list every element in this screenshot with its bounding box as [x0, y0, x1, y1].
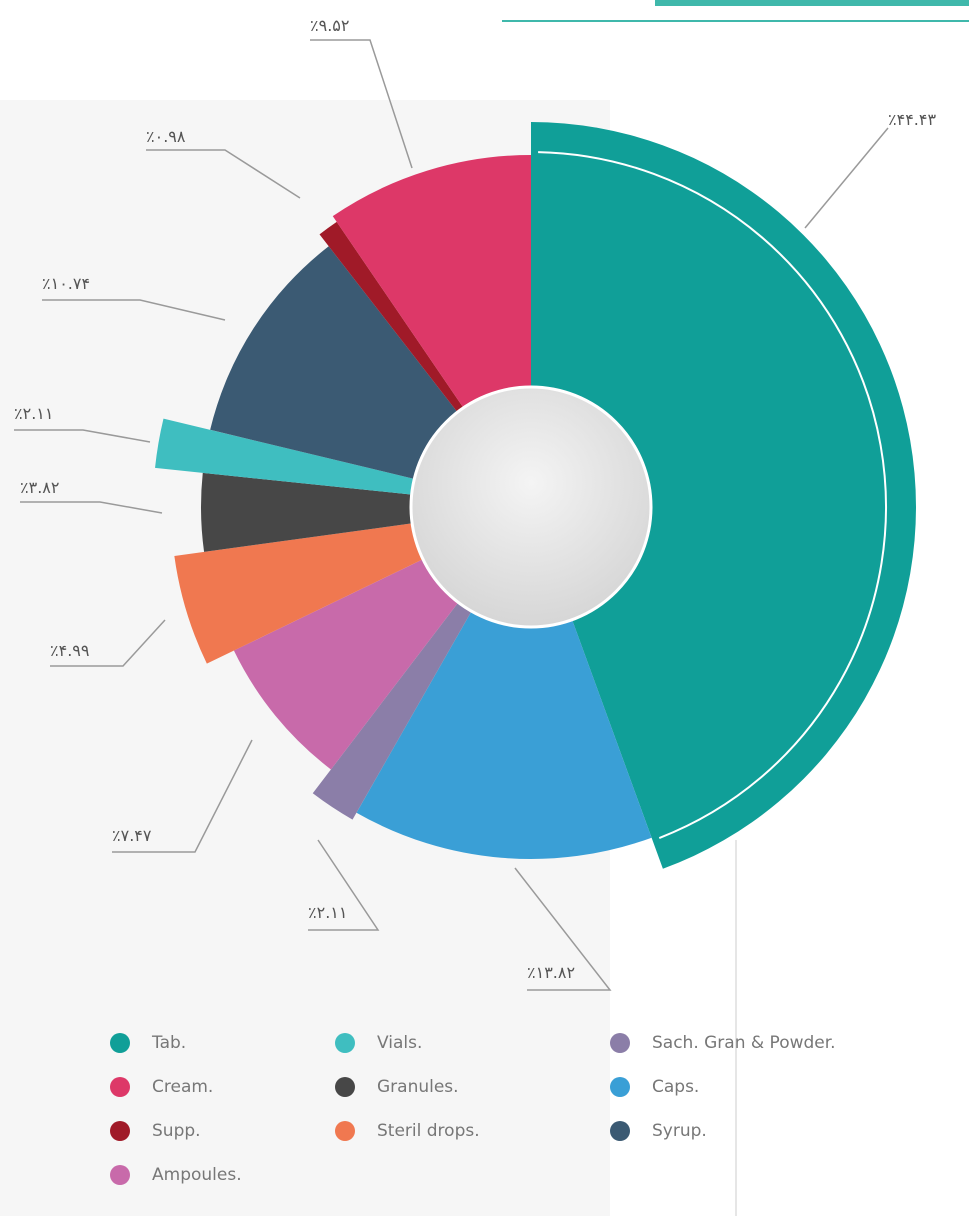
legend-swatch-sach	[610, 1033, 630, 1053]
legend-swatch-granules	[335, 1077, 355, 1097]
legend-swatch-syrup	[610, 1121, 630, 1141]
leader-line-ampoules	[112, 739, 253, 853]
slice-cream	[332, 155, 531, 412]
legend-label-caps: Caps.	[652, 1077, 700, 1097]
leader-line-cream	[310, 39, 413, 169]
slice-tab-accent-ring	[538, 151, 887, 839]
legend-item-sach: Sach. Gran & Powder.	[610, 1033, 836, 1053]
divider-line	[735, 840, 737, 1216]
slice-syrup	[210, 246, 460, 480]
header-bar	[655, 0, 969, 6]
donut-hole	[409, 385, 653, 629]
chart-leader-lines	[14, 39, 889, 991]
header-underline	[502, 20, 969, 22]
legend-item-vials: Vials.	[335, 1033, 422, 1053]
slice-vials	[155, 418, 419, 496]
value-label-syrup: ٪۱۰.۷۴	[42, 274, 91, 293]
legend-label-sach: Sach. Gran & Powder.	[652, 1033, 836, 1053]
legend-swatch-vials	[335, 1033, 355, 1053]
legend-item-caps: Caps.	[610, 1077, 699, 1097]
slice-steril	[174, 522, 427, 664]
legend-swatch-steril	[335, 1121, 355, 1141]
legend-label-cream: Cream.	[152, 1077, 214, 1097]
value-label-steril: ٪۴.۹۹	[50, 641, 90, 660]
slice-caps	[356, 607, 652, 860]
legend-swatch-ampoules	[110, 1165, 130, 1185]
legend-item-ampoules: Ampoules.	[110, 1165, 242, 1185]
leader-line-caps	[514, 867, 612, 991]
legend-label-ampoules: Ampoules.	[152, 1165, 242, 1185]
legend-item-supp: Supp.	[110, 1121, 201, 1141]
legend-swatch-caps	[610, 1077, 630, 1097]
legend-item-steril: Steril drops.	[335, 1121, 480, 1141]
leader-line-granules	[20, 501, 163, 514]
chart-slices	[155, 122, 916, 869]
slice-ampoules	[233, 557, 461, 770]
legend-swatch-supp	[110, 1121, 130, 1141]
leader-line-vials	[14, 429, 151, 443]
slice-supp	[319, 221, 466, 416]
legend-item-granules: Granules.	[335, 1077, 459, 1097]
value-label-ampoules: ٪۷.۴۷	[112, 826, 152, 845]
legend-item-cream: Cream.	[110, 1077, 213, 1097]
legend-label-granules: Granules.	[377, 1077, 459, 1097]
legend-label-vials: Vials.	[377, 1033, 423, 1053]
slice-sach	[312, 599, 474, 820]
leader-line-syrup	[42, 299, 226, 321]
leader-line-sach	[308, 839, 380, 931]
legend-label-steril: Steril drops.	[377, 1121, 480, 1141]
value-label-tab: ٪۴۴.۴۳	[888, 110, 937, 129]
value-label-cream: ٪۹.۵۲	[310, 16, 350, 35]
legend-label-tab: Tab.	[152, 1033, 187, 1053]
leader-line-tab	[804, 127, 889, 229]
legend-item-tab: Tab.	[110, 1033, 186, 1053]
leader-line-steril	[50, 619, 166, 667]
legend-label-syrup: Syrup.	[652, 1121, 707, 1141]
value-label-supp: ٪۰.۹۸	[146, 127, 186, 146]
legend-label-supp: Supp.	[152, 1121, 201, 1141]
legend-swatch-tab	[110, 1033, 130, 1053]
value-label-granules: ٪۳.۸۲	[20, 478, 60, 497]
slice-granules	[200, 472, 417, 552]
leader-line-supp	[146, 149, 301, 199]
legend-item-syrup: Syrup.	[610, 1121, 707, 1141]
slice-tab	[531, 122, 916, 869]
value-label-sach: ٪۲.۱۱	[308, 903, 348, 922]
value-label-caps: ٪۱۳.۸۲	[527, 963, 576, 982]
legend-swatch-cream	[110, 1077, 130, 1097]
value-label-vials: ٪۲.۱۱	[14, 404, 54, 423]
